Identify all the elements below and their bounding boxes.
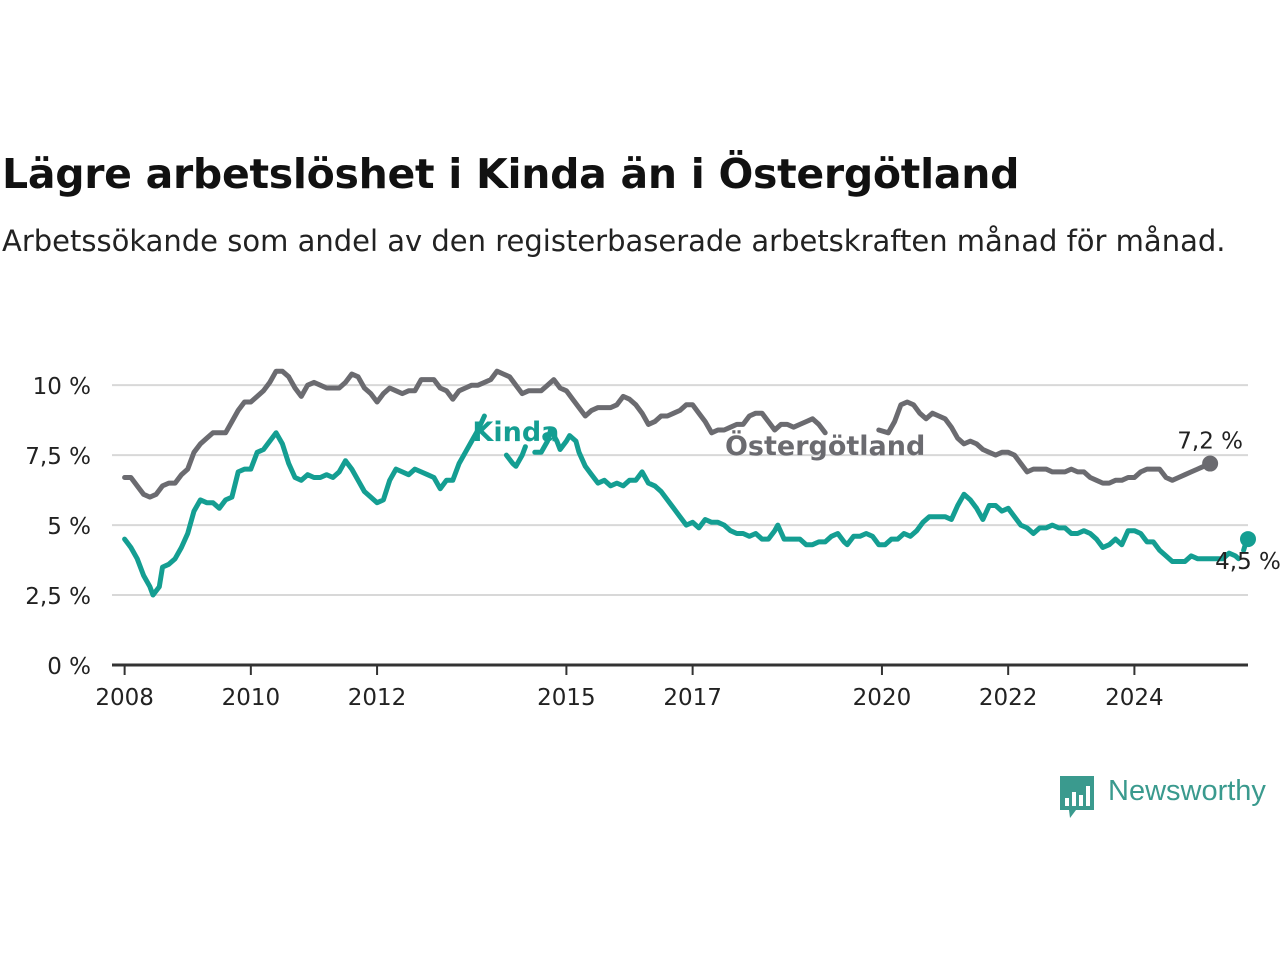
- gridlines: [112, 384, 1248, 597]
- y-tick-label: 10 %: [33, 374, 91, 400]
- x-axis-labels: 2008 2010 2012 2015 2017 2020 2022 2024: [95, 685, 1163, 711]
- series-name-label: Kinda: [472, 417, 559, 448]
- x-tick-label: 2020: [853, 685, 912, 711]
- series-line-kinda: [122, 413, 1251, 598]
- newsworthy-logo-icon: [1060, 776, 1094, 818]
- series-line--sterg-tland: [122, 368, 1213, 500]
- newsworthy-logo-text: Newsworthy: [1108, 775, 1266, 807]
- series-annotations: 7,2 % 4,5 % Kinda Östergötland: [472, 417, 1280, 575]
- x-tick-label: 2010: [222, 685, 281, 711]
- series-end-label: 7,2 %: [1177, 429, 1243, 455]
- y-tick-label: 7,5 %: [25, 444, 91, 470]
- line-chart: 0 % 2,5 % 5 % 7,5 % 10 % 2008 2010 2012 2015 201…: [25, 368, 1280, 711]
- series-end-point-kinda: [1240, 531, 1256, 548]
- chart-title: Lägre arbetslöshet i Kinda än i Östergöt…: [2, 150, 1020, 198]
- y-tick-label: 5 %: [47, 514, 91, 540]
- x-tick-label: 2008: [95, 685, 154, 711]
- y-tick-label: 0 %: [47, 654, 91, 680]
- series-name-label: Östergötland: [725, 429, 925, 462]
- chart-subtitle: Arbetssökande som andel av den registerb…: [2, 224, 1226, 258]
- x-tick-label: 2017: [663, 685, 722, 711]
- x-tick-label: 2015: [537, 685, 596, 711]
- y-tick-label: 2,5 %: [25, 584, 91, 610]
- x-axis-ticks: [123, 665, 1136, 675]
- x-tick-label: 2024: [1105, 685, 1164, 711]
- series-end-point--sterg-tland: [1202, 455, 1219, 472]
- series-end-label: 4,5 %: [1215, 549, 1280, 575]
- series-lines: [122, 368, 1256, 598]
- y-axis-labels: 0 % 2,5 % 5 % 7,5 % 10 %: [25, 374, 91, 680]
- x-tick-label: 2012: [348, 685, 407, 711]
- x-tick-label: 2022: [979, 685, 1038, 711]
